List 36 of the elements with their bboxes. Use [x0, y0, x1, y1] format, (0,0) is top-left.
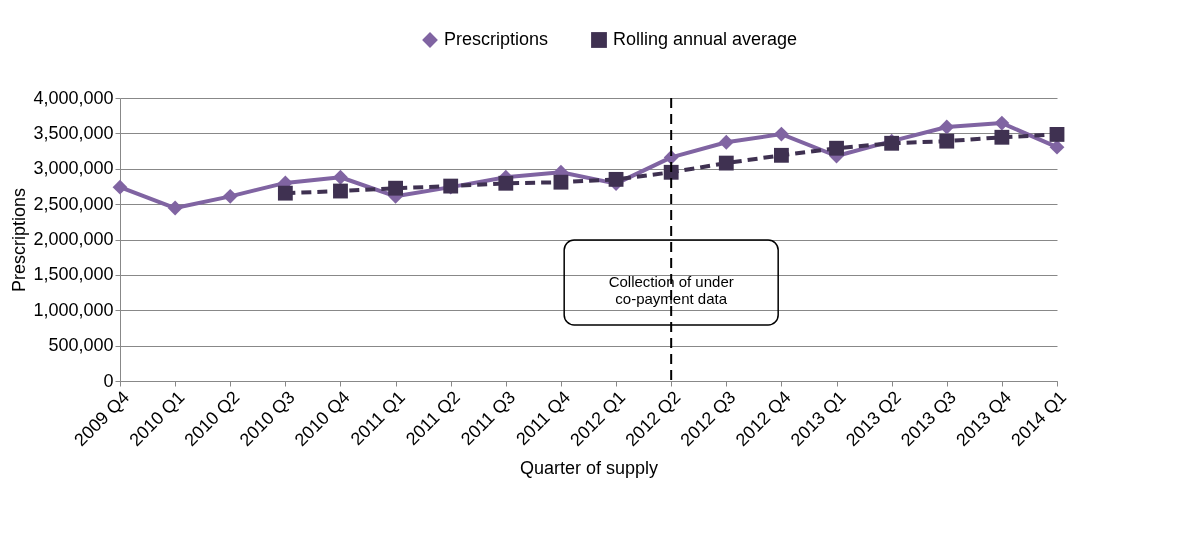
point: [333, 169, 348, 185]
y-tick-label: 1,000,000: [33, 299, 114, 320]
y-tick-label: 3,500,000: [33, 122, 114, 143]
y-tick-label: 3,000,000: [33, 158, 114, 179]
point: [167, 200, 183, 216]
point: [222, 188, 238, 204]
point: [939, 119, 955, 135]
legend-label: Rolling annual average: [613, 29, 798, 49]
y-tick-label: 2,500,000: [33, 193, 114, 214]
point: [1049, 127, 1065, 142]
point: [553, 174, 569, 190]
y-axis-title: Prescriptions: [9, 187, 30, 293]
point: [718, 134, 734, 150]
point: [333, 183, 348, 199]
point: [718, 155, 734, 171]
point: [388, 180, 403, 196]
point: [939, 133, 955, 149]
x-axis-title: Quarter of supply: [519, 458, 659, 479]
point: [498, 175, 514, 191]
point: [112, 179, 128, 195]
point: [994, 129, 1010, 145]
y-tick-label: 4,000,000: [33, 87, 114, 108]
y-tick-label: 1,500,000: [33, 264, 114, 285]
point: [608, 171, 624, 187]
legend-label: Prescriptions: [444, 29, 549, 49]
point: [663, 164, 679, 180]
point: [1049, 139, 1065, 155]
y-tick-label: 500,000: [48, 335, 114, 356]
point: [774, 126, 789, 142]
point: [774, 147, 789, 163]
point: [829, 140, 844, 156]
ref-line-label: Collection of under co-payment data: [608, 273, 734, 307]
y-tick-label: 2,000,000: [33, 229, 114, 249]
point: [277, 185, 293, 201]
point: [994, 115, 1010, 131]
y-tick-label: 0: [103, 370, 114, 391]
